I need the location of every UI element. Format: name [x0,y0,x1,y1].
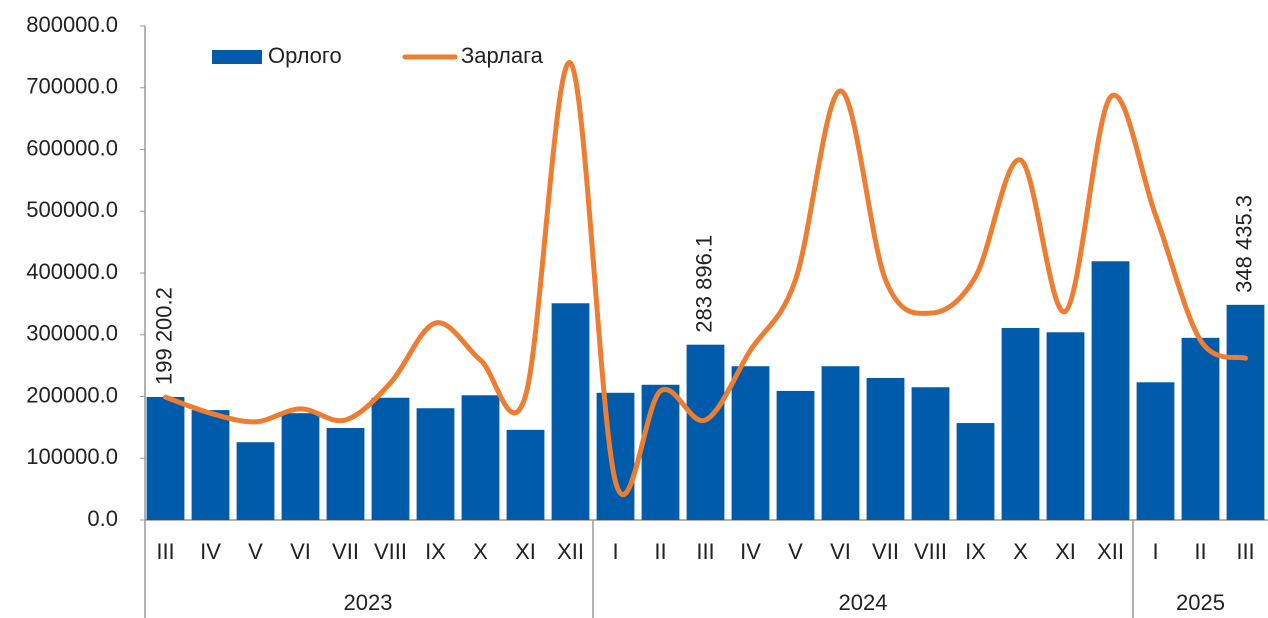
legend-swatch [212,50,262,64]
y-tick-label: 800000.0 [26,12,118,37]
bar [1136,382,1175,520]
bar [821,366,860,520]
bar [731,366,770,520]
bar [416,408,455,520]
bar [1001,327,1040,520]
bar [776,390,815,520]
bar [686,344,725,520]
y-tick-label: 700000.0 [26,74,118,99]
legend-label: Зарлага [461,43,544,68]
y-tick-label: 500000.0 [26,197,118,222]
x-tick-label: III [1236,539,1254,564]
line [163,60,1248,497]
bar [1181,337,1220,520]
y-tick-label: 200000.0 [26,382,118,407]
bar [1226,304,1265,520]
x-tick-label: VI [290,539,311,564]
bar [911,387,950,520]
x-tick-label: III [156,539,174,564]
bar [146,396,185,520]
x-tick-label: XII [557,539,584,564]
y-tick-label: 600000.0 [26,135,118,160]
bar [596,392,635,520]
x-tick-label: V [248,539,263,564]
x-tick-label: II [1194,539,1206,564]
x-tick-label: IV [740,539,761,564]
x-tick-label: III [696,539,714,564]
bar [236,442,275,520]
x-tick-label: VIII [374,539,407,564]
bar [506,429,545,520]
x-tick-label: VII [872,539,899,564]
bar [956,423,995,520]
bar [1046,332,1085,520]
bar [1091,261,1130,520]
legend-label: Орлого [268,43,342,68]
bar [326,427,365,520]
data-label: 348 435.3 [1231,195,1256,293]
x-group-label: 2025 [1176,590,1225,615]
x-tick-label: VIII [914,539,947,564]
y-tick-label: 0.0 [87,506,118,531]
x-group-label: 2024 [839,590,888,615]
bar [371,397,410,520]
bar [461,395,500,520]
x-tick-label: XII [1097,539,1124,564]
x-tick-label: VII [332,539,359,564]
y-tick-label: 100000.0 [26,444,118,469]
x-tick-label: V [788,539,803,564]
x-tick-label: X [473,539,488,564]
x-tick-label: XI [1055,539,1076,564]
x-tick-label: II [654,539,666,564]
x-tick-label: I [612,539,618,564]
bar [281,413,320,520]
y-tick-label: 400000.0 [26,259,118,284]
x-tick-label: XI [515,539,536,564]
data-label: 199 200.2 [151,287,176,385]
bar [551,303,590,520]
x-group-label: 2023 [344,590,393,615]
y-tick-label: 300000.0 [26,321,118,346]
bar [866,377,905,520]
x-tick-label: IX [965,539,986,564]
bar [191,410,230,520]
x-tick-label: X [1013,539,1028,564]
data-label: 283 896.1 [691,235,716,333]
bar [641,384,680,520]
x-tick-label: I [1152,539,1158,564]
x-tick-label: VI [830,539,851,564]
x-tick-label: IV [200,539,221,564]
x-tick-label: IX [425,539,446,564]
